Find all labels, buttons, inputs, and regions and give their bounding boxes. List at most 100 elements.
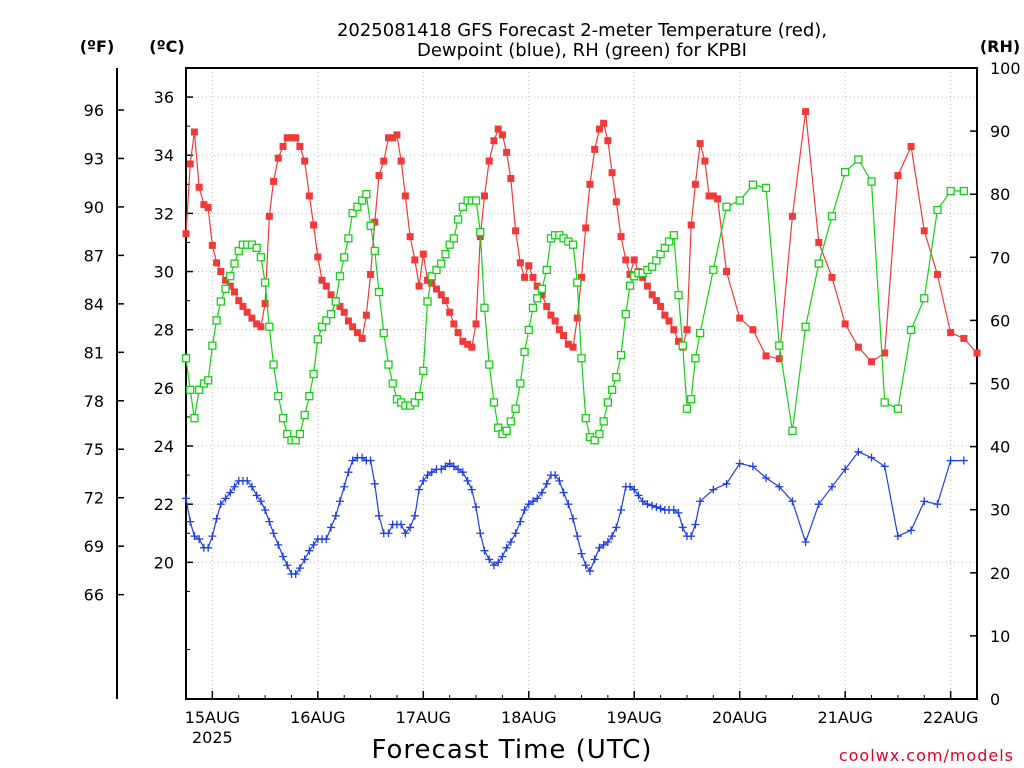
dewpoint-point (696, 497, 705, 506)
temperature-point (661, 311, 669, 319)
rh-point (186, 385, 195, 394)
rh-point (528, 303, 538, 312)
dewpoint-point (467, 485, 476, 494)
temperature-point (551, 317, 559, 325)
temperature-point (261, 300, 269, 308)
temperature-point (401, 192, 409, 200)
rh-tick-label: 100 (990, 59, 1021, 78)
temperature-point (775, 355, 783, 363)
rh-point (216, 297, 225, 306)
temperature-point (358, 334, 366, 342)
temperature-point (683, 326, 691, 334)
dewpoint-point (801, 537, 810, 546)
dewpoint-point (226, 488, 235, 497)
rh-point (959, 186, 968, 196)
temperature-point (468, 343, 476, 351)
rh-point (234, 246, 243, 256)
temperature-point (344, 317, 352, 325)
rh-point (208, 341, 217, 350)
temperature-point (446, 308, 454, 316)
rh-point (612, 373, 621, 382)
fahrenheit-tick-label: 93 (84, 149, 104, 168)
dewpoint-point (480, 546, 489, 555)
dewpoint-point (427, 468, 436, 477)
temperature-point (375, 172, 383, 180)
temperature-point (195, 183, 203, 191)
dewpoint-point (585, 567, 594, 576)
rh-point (678, 341, 687, 350)
temperature-point (973, 349, 981, 357)
dewpoint-point (648, 501, 657, 510)
dewpoint-point (331, 511, 340, 520)
rh-point (195, 385, 204, 394)
temperature-point (287, 134, 295, 142)
dewpoint-point (669, 505, 678, 514)
dewpoint-point (678, 523, 687, 532)
temperature-point (389, 134, 397, 142)
dewpoint-point (617, 505, 626, 514)
temperature-point (190, 128, 198, 136)
rh-point (709, 265, 718, 275)
rh-point (374, 287, 384, 297)
temperature-point (243, 308, 251, 316)
x-tick-label: 16AUG (290, 708, 345, 727)
temperature-point (639, 273, 647, 281)
dewpoint-point (691, 520, 700, 529)
dewpoint-point (463, 476, 472, 485)
rh-point (274, 391, 283, 401)
dewpoint-point (243, 476, 252, 485)
rh-point (485, 360, 494, 369)
dewpoint-point (216, 500, 225, 509)
temperature-point (529, 273, 537, 281)
dewpoint-point (445, 459, 454, 468)
rh-point (502, 426, 511, 435)
dewpoint-point (437, 465, 446, 474)
rh-point (370, 246, 379, 256)
temperature-point (318, 276, 326, 284)
temperature-point (314, 253, 322, 261)
temperature-point (301, 157, 309, 165)
dewpoint-point (441, 462, 450, 471)
celsius-tick-label: 32 (154, 204, 174, 223)
fahrenheit-tick-label: 87 (84, 246, 104, 265)
temperature-point (547, 311, 555, 319)
dewpoint-point (920, 497, 929, 506)
celsius-tick-label: 28 (154, 321, 174, 340)
x-tick-label: 20AUG (712, 708, 767, 727)
rh-point (309, 369, 318, 379)
dewpoint-point (208, 532, 217, 541)
rh-tick-label: 90 (990, 122, 1010, 141)
rh-point (607, 385, 617, 394)
dewpoint-point (528, 497, 537, 506)
rh-point (480, 303, 489, 312)
dewpoint-point (230, 482, 239, 491)
dewpoint-point (643, 500, 652, 509)
dewpoint-point (182, 494, 190, 503)
temperature-point (384, 134, 392, 142)
dewpoint-point (247, 482, 256, 491)
temperature-point (253, 320, 261, 328)
rh-point (616, 350, 626, 360)
dewpoint-point (476, 529, 485, 538)
rh-point (893, 404, 903, 413)
rh-point (722, 202, 731, 211)
rh-point (476, 227, 485, 237)
rh-point (453, 215, 463, 224)
temperature-point (854, 343, 862, 351)
dewpoint-point (762, 474, 771, 483)
dewpoint-point (511, 529, 520, 538)
dewpoint-point (814, 500, 823, 509)
dewpoint-point (520, 505, 529, 514)
fahrenheit-tick-label: 90 (84, 198, 104, 217)
rh-line (185, 158, 964, 442)
rh-point (788, 426, 797, 435)
dewpoint-point (358, 453, 367, 462)
dewpoint-point (485, 555, 494, 564)
temperature-point (894, 172, 902, 180)
dewpoint-point (195, 535, 204, 544)
rh-point (335, 272, 345, 281)
temperature-point (490, 137, 498, 145)
dewpoint-point (893, 532, 902, 541)
rh-point (190, 414, 199, 423)
temperature-point (630, 256, 638, 264)
